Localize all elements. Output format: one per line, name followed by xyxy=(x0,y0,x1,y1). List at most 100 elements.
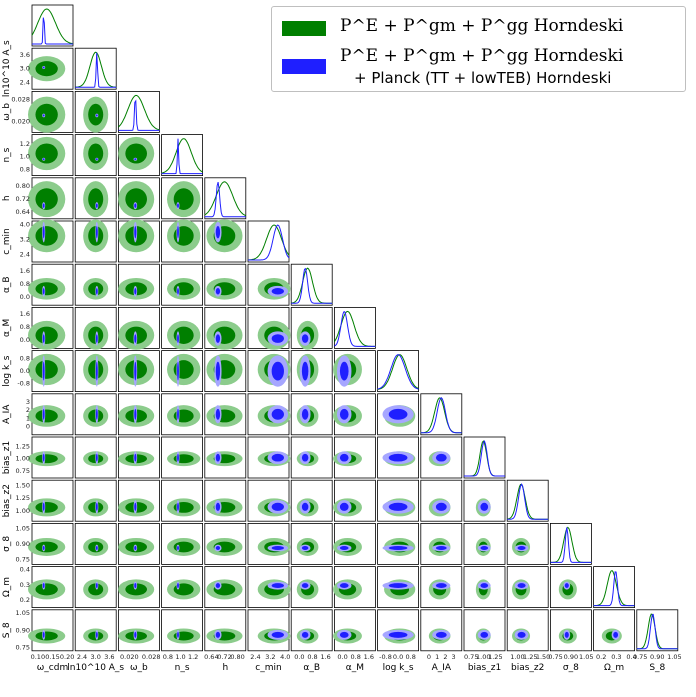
x-tick-3-2: 1.2 xyxy=(188,653,198,661)
contour-blue-inner-9-0 xyxy=(42,408,45,420)
contour-blue-inner-8-2 xyxy=(134,361,137,381)
x-tick-1-0: 2.4 xyxy=(77,653,87,661)
y-tick-2-1: 0.028 xyxy=(11,96,30,104)
contour-blue-inner-9-2 xyxy=(134,408,137,420)
contour-blue-inner-9-6 xyxy=(301,408,309,420)
contour-blue-inner-1-0 xyxy=(42,66,45,69)
contour-blue-inner-13-7 xyxy=(339,583,349,588)
contour-blue-inner-7-4 xyxy=(215,334,221,343)
y-tick-10-2: 1.25 xyxy=(16,443,30,451)
contour-green-inner-8-0 xyxy=(35,360,58,379)
y-label-10: bias_z1 xyxy=(2,441,12,474)
contour-blue-inner-14-3 xyxy=(177,631,179,638)
contour-blue-inner-9-1 xyxy=(95,408,98,420)
contour-blue-inner-3-2 xyxy=(134,158,137,161)
x-label-4: h xyxy=(222,663,228,673)
panel-0-0 xyxy=(31,4,74,47)
y-tick-10-1: 1.00 xyxy=(16,455,30,463)
panel-13-0 xyxy=(31,566,74,608)
x-tick-7-0: 0.0 xyxy=(337,653,347,661)
contour-blue-inner-14-8 xyxy=(388,631,408,638)
contour-blue-inner-10-1 xyxy=(95,453,98,462)
x-tick-7-1: 0.8 xyxy=(351,653,361,661)
x-tick-4-0: 0.64 xyxy=(204,653,218,661)
y-tick-4-0: 0.64 xyxy=(16,208,30,216)
panel-13-13 xyxy=(593,566,635,608)
contour-green-inner-3-1 xyxy=(88,143,104,164)
marginal-blue-8 xyxy=(377,354,419,390)
legend-entry-2: P^E + P^gm + P^gg Horndeski + Planck (TT… xyxy=(282,45,623,89)
contour-blue-inner-13-11 xyxy=(517,583,526,588)
contour-green-inner-5-0 xyxy=(35,226,58,246)
x-label-11: bias_z2 xyxy=(511,663,544,673)
x-label-10: bias_z1 xyxy=(468,663,501,673)
contour-blue-inner-14-6 xyxy=(301,631,309,638)
y-tick-12-0: 0.75 xyxy=(16,555,30,563)
legend-entry-1: P^E + P^gm + P^gg Horndeski xyxy=(282,15,623,37)
contour-blue-inner-14-11 xyxy=(517,631,526,638)
marginal-green-0 xyxy=(31,8,74,45)
x-label-13: Ω_m xyxy=(604,663,624,673)
x-tick-6-2: 1.6 xyxy=(320,653,330,661)
x-tick-10-0: 0.75 xyxy=(464,653,478,661)
y-tick-5-1: 3.2 xyxy=(20,236,30,244)
x-label-8: log k_s xyxy=(383,663,414,673)
y-tick-7-0: 0.0 xyxy=(20,336,30,344)
contour-blue-inner-11-2 xyxy=(134,502,137,511)
contour-blue-inner-7-3 xyxy=(177,334,179,343)
contour-green-inner-12-0 xyxy=(35,541,58,553)
contour-green-inner-3-2 xyxy=(125,143,147,164)
contour-green-inner-1-0 xyxy=(35,61,58,77)
y-label-12: σ_8 xyxy=(2,536,12,552)
x-tick-12-1: 0.90 xyxy=(564,653,578,661)
y-label-11: bias_z2 xyxy=(2,484,12,517)
contour-blue-inner-4-0 xyxy=(42,203,45,208)
contour-blue-inner-11-0 xyxy=(42,502,45,511)
x-label-2: ω_b xyxy=(130,663,148,673)
contour-green-inner-4-2 xyxy=(125,188,147,210)
x-tick-8-2: 0.8 xyxy=(406,653,416,661)
y-tick-10-0: 0.75 xyxy=(16,467,30,475)
marginal-blue-7 xyxy=(334,311,376,347)
panel-12-1 xyxy=(74,523,117,565)
contour-green-inner-2-0 xyxy=(35,103,58,126)
contour-blue-inner-8-1 xyxy=(95,361,98,381)
x-label-9: A_IA xyxy=(432,663,452,673)
y-label-5: c_min xyxy=(2,228,12,254)
x-label-7: α_M xyxy=(346,663,364,673)
marginal-green-8 xyxy=(377,354,419,390)
contour-blue-inner-12-0 xyxy=(42,545,45,551)
y-tick-12-1: 0.90 xyxy=(16,540,30,548)
contour-blue-inner-5-1 xyxy=(95,226,98,239)
y-tick-8-2: 0.8 xyxy=(20,354,30,362)
marginal-blue-4 xyxy=(204,181,246,218)
contour-blue-inner-2-1 xyxy=(95,114,98,117)
x-tick-5-1: 3.2 xyxy=(265,653,275,661)
x-tick-3-0: 0.8 xyxy=(163,653,173,661)
contour-blue-inner-9-8 xyxy=(388,408,408,420)
marginal-blue-0 xyxy=(32,17,73,45)
contour-blue-inner-11-9 xyxy=(435,502,447,511)
contour-blue-inner-4-1 xyxy=(95,203,98,208)
panel-13-1 xyxy=(74,566,117,608)
y-tick-7-2: 1.6 xyxy=(20,310,30,318)
contour-blue-inner-12-4 xyxy=(215,545,221,551)
y-label-7: α_M xyxy=(2,319,12,337)
contour-blue-inner-10-4 xyxy=(215,453,221,462)
marginal-green-4 xyxy=(204,181,246,217)
contour-blue-inner-7-0 xyxy=(42,334,45,343)
y-tick-5-2: 4.0 xyxy=(20,221,30,229)
contour-green-inner-4-1 xyxy=(88,188,104,210)
contour-blue-inner-13-1 xyxy=(95,583,98,588)
contour-green-inner-11-0 xyxy=(35,501,58,513)
x-tick-4-1: 0.72 xyxy=(217,653,231,661)
contour-blue-inner-12-6 xyxy=(301,545,309,551)
contour-blue-inner-9-7 xyxy=(339,408,349,420)
y-tick-9-1: 1 xyxy=(26,414,30,422)
contour-blue-inner-12-3 xyxy=(177,545,179,551)
x-tick-8-1: 0.0 xyxy=(393,653,403,661)
x-label-3: n_s xyxy=(175,663,190,673)
x-tick-0-0: 0.10 xyxy=(31,653,45,661)
legend-label-2-line1: P^E + P^gm + P^gg Horndeski xyxy=(340,46,624,66)
